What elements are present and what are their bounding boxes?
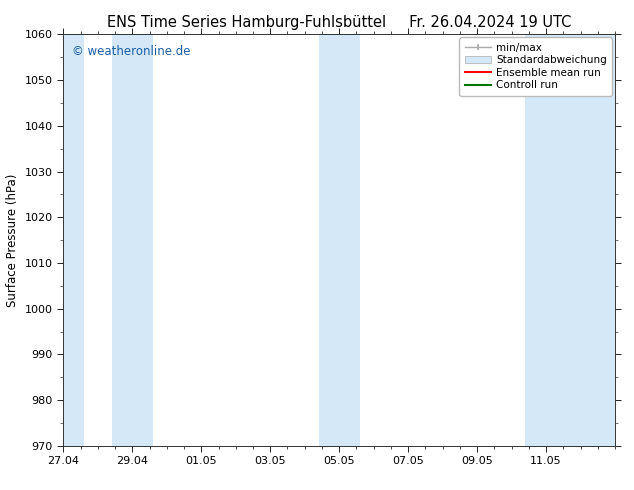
- Bar: [112, 34, 153, 446]
- Title: ENS Time Series Hamburg-Fuhlsbüttel     Fr. 26.04.2024 19 UTC: ENS Time Series Hamburg-Fuhlsbüttel Fr. …: [107, 15, 571, 30]
- Y-axis label: Surface Pressure (hPa): Surface Pressure (hPa): [6, 173, 19, 307]
- Text: © weatheronline.de: © weatheronline.de: [72, 45, 190, 58]
- Bar: [63, 34, 84, 446]
- Legend: min/max, Standardabweichung, Ensemble mean run, Controll run: min/max, Standardabweichung, Ensemble me…: [460, 37, 612, 96]
- Bar: [318, 34, 360, 446]
- Bar: [526, 34, 615, 446]
